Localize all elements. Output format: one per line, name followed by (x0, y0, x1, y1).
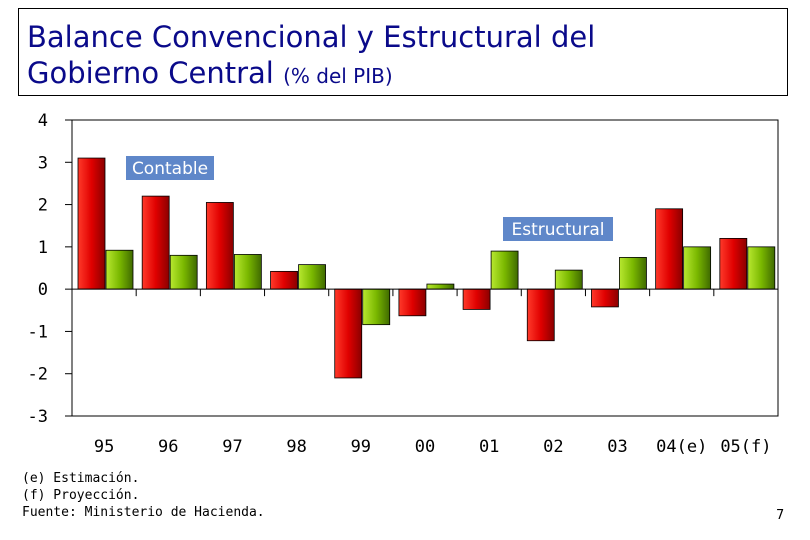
footnote-estimate: (e) Estimación. (22, 471, 140, 486)
chart-title-line2-text: Gobierno Central (27, 56, 274, 90)
chart-title-line2: Gobierno Central (% del PIB) (27, 55, 787, 94)
bar-estructural (105, 249, 134, 290)
bar-contable (334, 288, 363, 379)
bar-contable (77, 157, 106, 290)
bar-contable (719, 237, 748, 290)
bar-estructural (233, 254, 262, 290)
bar-estructural (490, 250, 519, 290)
x-tick-label: 99 (351, 437, 371, 457)
series-label-contable: Contable (132, 159, 208, 179)
x-tick-label: 97 (222, 437, 242, 457)
labels-group: 4 3 2 1 0 -1 -2 -3 95 96 97 98 99 00 01 02 03 04(e) 05(f) C… (28, 111, 772, 457)
y-tick-label: 4 (38, 111, 48, 131)
bar-estructural (426, 283, 455, 290)
bar-contable (205, 202, 234, 290)
x-tick-label: 01 (479, 437, 499, 457)
bar-estructural (298, 264, 326, 290)
footnote-source: Fuente: Ministerio de Hacienda. (22, 505, 265, 520)
y-tick-label: -3 (28, 407, 48, 427)
x-tick-label: 00 (415, 437, 435, 457)
x-tick-label: 02 (543, 437, 563, 457)
x-tick-label: 03 (607, 437, 627, 457)
bar-contable (141, 195, 170, 290)
bar-estructural (554, 269, 583, 290)
chart-title-unit: (% del PIB) (283, 64, 393, 88)
x-tick-label: 95 (94, 437, 114, 457)
bar-estructural (619, 257, 647, 290)
y-tick-label: 3 (38, 153, 48, 173)
bar-contable (270, 270, 298, 290)
y-tick-label: -1 (28, 322, 48, 342)
x-tick-label: 04(e) (656, 437, 707, 457)
y-tick-label: 2 (38, 196, 48, 216)
chart-title-line1: Balance Convencional y Estructural del (27, 20, 596, 54)
x-tick-label: 96 (158, 437, 178, 457)
footnotes: (e) Estimación. (f) Proyección. Fuente: … (22, 470, 265, 521)
axes-group (65, 119, 779, 417)
page-number: 7 (776, 508, 785, 523)
x-tick-label: 05(f) (720, 437, 771, 457)
bar-estructural (683, 246, 712, 290)
y-tick-label: 1 (38, 238, 48, 258)
bar-estructural (747, 246, 776, 290)
bar-estructural (362, 288, 391, 326)
series-label-box (126, 156, 214, 180)
bar-contable (462, 288, 491, 310)
bar-contable (591, 288, 619, 308)
bar-contable (398, 288, 427, 317)
bar-estructural (169, 254, 198, 290)
bar-contable (655, 208, 684, 290)
footnote-projection: (f) Proyección. (22, 488, 140, 503)
y-tick-label: 0 (38, 280, 48, 300)
bar-chart: 4 3 2 1 0 -1 -2 -3 95 96 97 98 99 00 01 02 03 04(e) 05(f) C… (28, 111, 779, 457)
bar-contable (526, 288, 555, 342)
y-tick-label: -2 (28, 365, 48, 385)
title-box: Balance Convencional y Estructural del G… (18, 8, 788, 96)
series-label-box (503, 217, 613, 241)
x-tick-label: 98 (286, 437, 306, 457)
bars-group (77, 157, 776, 379)
series-label-estructural: Estructural (512, 220, 605, 240)
